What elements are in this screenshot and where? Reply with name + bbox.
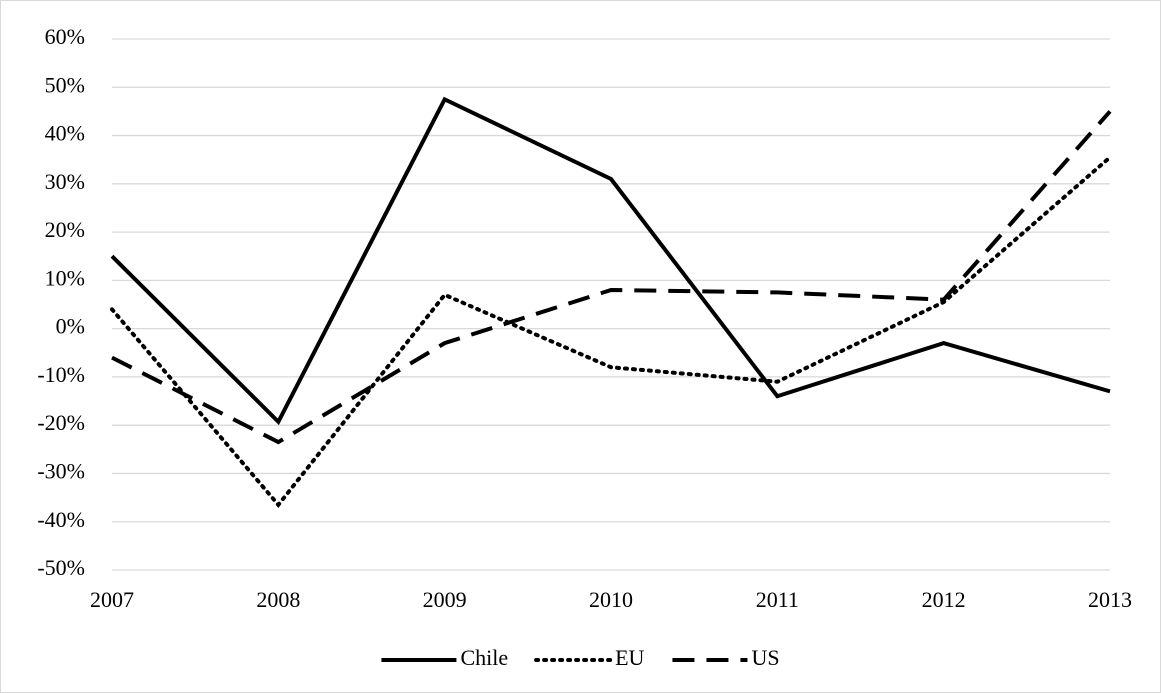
series-line [110, 155, 1112, 508]
y-tick-label: 60% [45, 24, 85, 49]
legend-label: US [751, 645, 779, 670]
y-tick-label: -10% [37, 362, 85, 387]
y-tick-label: 10% [45, 265, 85, 290]
y-tick-label: -40% [37, 507, 85, 532]
y-tick-label: -30% [37, 459, 85, 484]
legend-label: EU [615, 645, 644, 670]
y-tick-label: -50% [37, 555, 85, 580]
series-line [110, 96, 1111, 426]
y-tick-label: -20% [37, 410, 85, 435]
y-tick-label: 0% [56, 314, 85, 339]
y-tick-label: 50% [45, 72, 85, 97]
x-tick-label: 2013 [1088, 587, 1132, 612]
series-line [111, 110, 1112, 445]
x-tick-label: 2011 [756, 587, 799, 612]
legend-label: Chile [460, 645, 508, 670]
y-tick-label: 20% [45, 217, 85, 242]
y-tick-label: 30% [45, 169, 85, 194]
grid [112, 38, 1110, 571]
x-tick-label: 2009 [423, 587, 467, 612]
legend: Chile EU US [381, 645, 780, 670]
x-tick-label: 2007 [90, 587, 134, 612]
x-tick-label: 2012 [922, 587, 966, 612]
axis-labels: -50% -40% -30% -20% -10% 0% 10% 20% 30% 40% 50% 60%… [37, 24, 1132, 612]
x-tick-label: 2010 [589, 587, 633, 612]
x-tick-label: 2008 [256, 587, 300, 612]
plot-lines [110, 96, 1112, 508]
y-tick-label: 40% [45, 121, 85, 146]
